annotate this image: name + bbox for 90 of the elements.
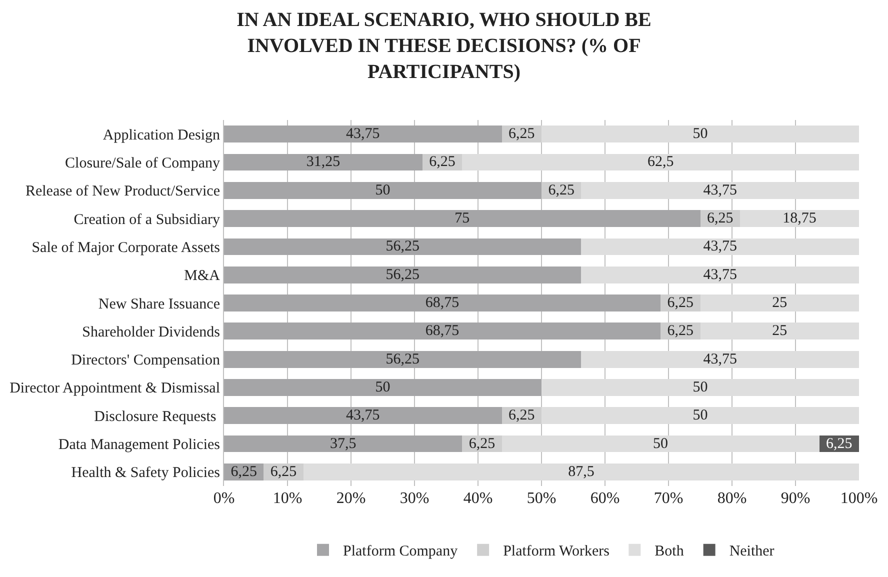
data-label: 62,5 bbox=[647, 154, 674, 170]
x-tick-label: 50% bbox=[526, 490, 556, 507]
chart-title: IN AN IDEAL SCENARIO, WHO SHOULD BE INVOLVED IN THESE DECISIONS? (% OF PARTICIPANTS) bbox=[236, 8, 652, 83]
legend-label: Platform Workers bbox=[503, 544, 610, 560]
y-tick-label: Closure/Sale of Company bbox=[65, 155, 220, 172]
bar bbox=[224, 294, 661, 312]
data-label: 6,25 bbox=[667, 295, 694, 311]
bar bbox=[700, 294, 859, 312]
data-label: 6,25 bbox=[826, 436, 852, 452]
data-label: 43,75 bbox=[346, 408, 380, 424]
x-tick-label: 90% bbox=[780, 490, 810, 507]
y-tick-label: Disclosure Requests bbox=[94, 408, 220, 425]
legend-label: Platform Company bbox=[343, 544, 458, 560]
y-tick-label: Creation of a Subsidiary bbox=[74, 212, 220, 228]
data-label: 6,25 bbox=[468, 436, 496, 452]
x-tick-label: 100% bbox=[840, 490, 878, 507]
bar bbox=[581, 238, 859, 256]
data-label: 25 bbox=[772, 295, 788, 311]
bar bbox=[224, 210, 700, 227]
x-tick-label: 80% bbox=[717, 490, 747, 507]
data-label: 56,25 bbox=[386, 238, 420, 255]
y-tick-label: Sale of Major Corporate Assets bbox=[32, 240, 220, 256]
x-tick-label: 70% bbox=[654, 490, 684, 507]
bar bbox=[224, 126, 502, 143]
data-label: 56,25 bbox=[386, 351, 420, 368]
bar bbox=[502, 435, 820, 452]
x-tick-label: 10% bbox=[272, 490, 302, 507]
data-label: 43,75 bbox=[346, 126, 380, 142]
data-label: 31,25 bbox=[306, 154, 340, 170]
data-label: 87,5 bbox=[568, 464, 594, 480]
data-label: 68,75 bbox=[425, 323, 460, 340]
bar bbox=[303, 463, 859, 480]
data-label: 6,25 bbox=[667, 323, 694, 340]
x-tick-label: 0% bbox=[213, 490, 235, 507]
data-label: 56,25 bbox=[386, 266, 420, 283]
data-label: 37,5 bbox=[330, 436, 356, 452]
y-tick-label: Data Management Policies bbox=[58, 437, 220, 454]
y-tick-label: Release of New Product/Service bbox=[25, 184, 220, 200]
data-label: 50 bbox=[375, 182, 390, 198]
y-tick-label: M&A bbox=[184, 268, 220, 284]
bar bbox=[224, 379, 542, 396]
bar bbox=[224, 182, 542, 199]
bar bbox=[740, 210, 859, 227]
bar bbox=[700, 322, 859, 340]
data-label: 18,75 bbox=[782, 210, 816, 227]
x-tick-label: 40% bbox=[463, 490, 493, 507]
bar bbox=[224, 322, 661, 340]
data-label: 6,25 bbox=[508, 408, 535, 424]
data-label: 50 bbox=[375, 379, 390, 396]
data-label: 50 bbox=[692, 126, 708, 142]
y-tick-label: Director Appointment & Dismissal bbox=[10, 380, 220, 397]
bar bbox=[224, 435, 462, 452]
y-tick-label: Health & Safety Policies bbox=[71, 465, 220, 482]
data-label: 6,25 bbox=[706, 210, 734, 227]
bar bbox=[224, 238, 582, 256]
bar bbox=[581, 182, 859, 199]
bar bbox=[581, 266, 859, 284]
data-label: 43,75 bbox=[703, 182, 737, 198]
bar bbox=[224, 407, 502, 424]
data-label: 6,25 bbox=[548, 182, 574, 198]
bar bbox=[224, 154, 422, 171]
data-label: 50 bbox=[653, 436, 668, 452]
x-tick-label: 20% bbox=[336, 490, 366, 507]
data-label: 6,25 bbox=[508, 126, 535, 142]
y-tick-label: New Share Issuance bbox=[98, 296, 220, 312]
data-label: 75 bbox=[454, 210, 470, 227]
bar bbox=[581, 350, 859, 368]
legend-label: Both bbox=[654, 544, 684, 560]
data-label: 43,75 bbox=[703, 238, 737, 255]
bar bbox=[542, 407, 859, 424]
data-label: 68,75 bbox=[425, 295, 460, 311]
y-tick-label: Application Design bbox=[102, 127, 220, 144]
y-tick-label: Shareholder Dividends bbox=[82, 324, 220, 340]
data-label: 50 bbox=[692, 379, 708, 396]
bar bbox=[542, 126, 859, 143]
data-label: 6,25 bbox=[230, 464, 257, 480]
data-label: 25 bbox=[772, 323, 788, 340]
y-tick-label: Directors' Compensation bbox=[71, 352, 220, 369]
bar bbox=[224, 266, 582, 284]
bar bbox=[542, 379, 859, 396]
data-label: 43,75 bbox=[703, 266, 737, 283]
data-label: 50 bbox=[692, 408, 708, 424]
x-tick-label: 30% bbox=[400, 490, 430, 507]
bar bbox=[462, 154, 859, 171]
legend-label: Neither bbox=[729, 544, 774, 560]
data-label: 6,25 bbox=[429, 154, 456, 170]
data-label: 43,75 bbox=[703, 351, 737, 368]
bar bbox=[224, 350, 582, 368]
data-label: 6,25 bbox=[270, 464, 297, 480]
x-tick-label: 60% bbox=[590, 490, 620, 507]
